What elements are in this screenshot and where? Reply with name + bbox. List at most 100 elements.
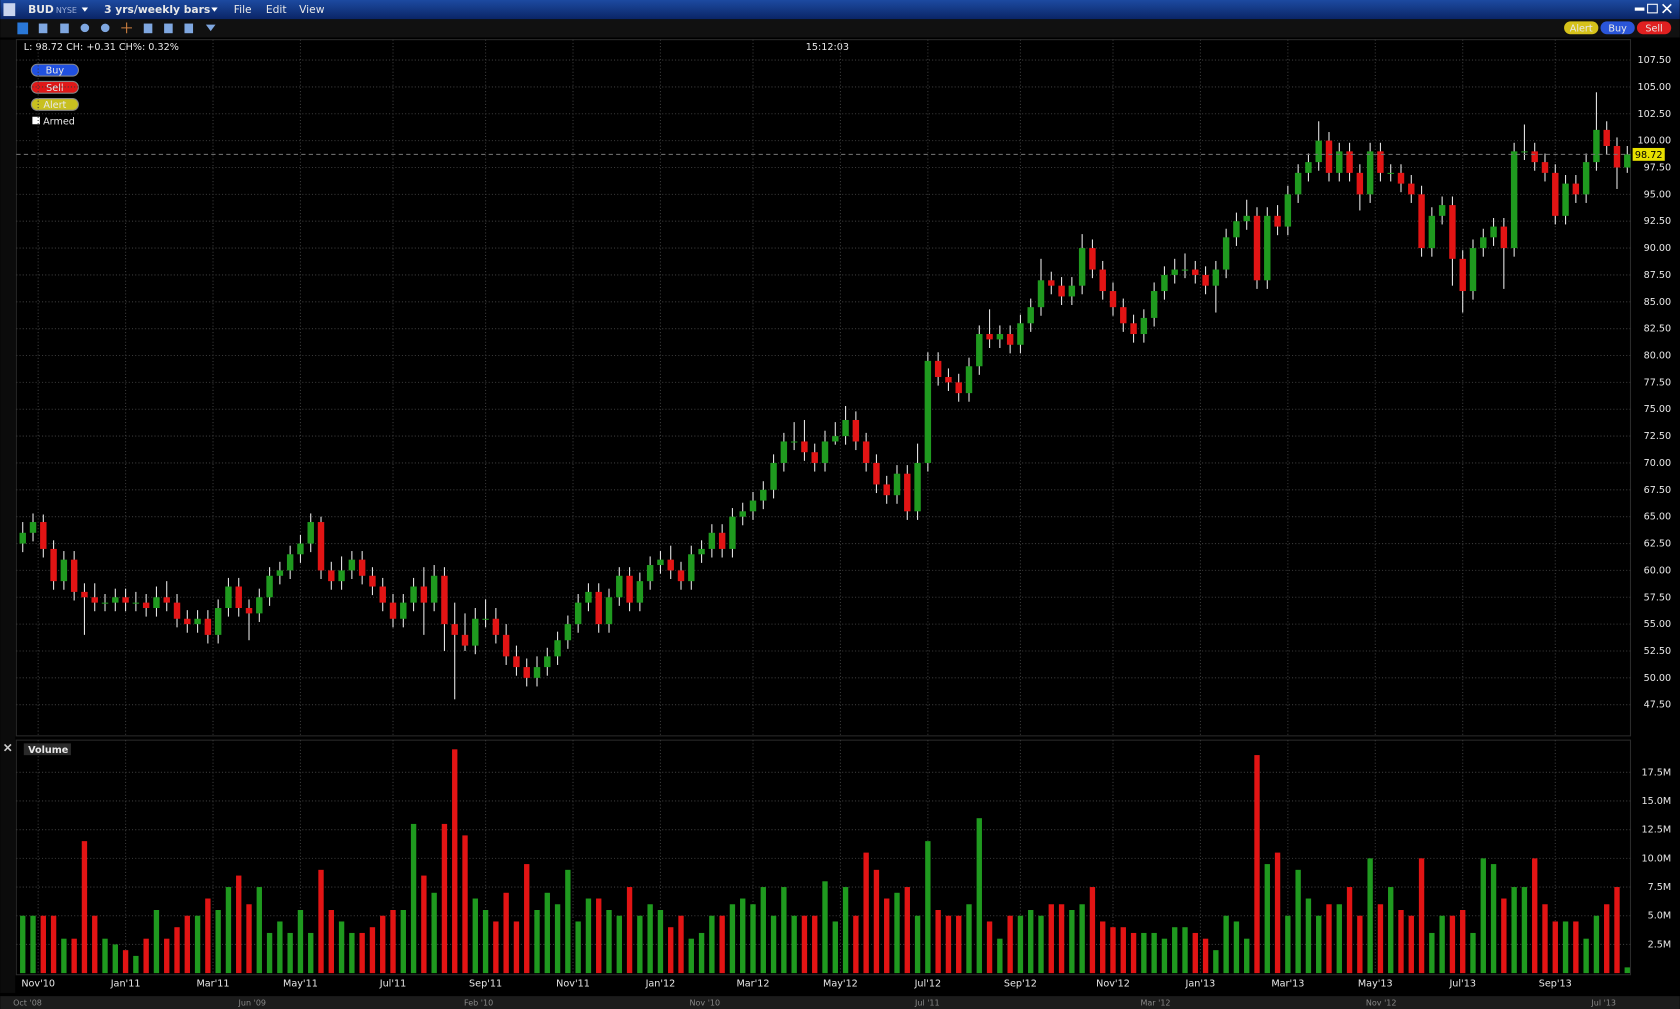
volume-bar xyxy=(884,898,890,974)
volume-bar xyxy=(1388,887,1394,974)
order-button[interactable] xyxy=(30,98,79,111)
volume-bar xyxy=(1377,904,1384,974)
volume-bar xyxy=(1028,909,1034,974)
volume-bar xyxy=(1316,915,1322,974)
volume-bar xyxy=(1326,904,1332,974)
volume-bar xyxy=(184,915,190,974)
candle-body xyxy=(1243,215,1250,222)
volume-bar xyxy=(1480,858,1486,974)
volume-bar xyxy=(709,915,715,974)
menu-edit[interactable]: Edit xyxy=(266,3,287,16)
volume-bar xyxy=(452,749,458,974)
candle-body xyxy=(677,570,685,582)
menu-view[interactable]: View xyxy=(299,3,325,16)
x-tick-label: Mar'13 xyxy=(1271,978,1304,989)
volume-bar xyxy=(565,869,571,974)
y-tick-label: 57.50 xyxy=(1644,592,1672,603)
candle-body xyxy=(472,618,479,646)
candle-body xyxy=(616,575,623,598)
order-button[interactable] xyxy=(30,63,79,77)
volume-bar xyxy=(1367,858,1373,974)
candle-body xyxy=(544,656,551,668)
close[interactable] xyxy=(1662,3,1672,14)
volume-bar xyxy=(781,887,787,974)
volume-bar xyxy=(153,909,160,974)
candle-body xyxy=(1140,317,1148,335)
volume-bar xyxy=(1429,932,1435,974)
y-tick-label: 75.00 xyxy=(1644,404,1672,415)
candle-body xyxy=(1346,151,1353,173)
toolbar-button-label[interactable]: Alert xyxy=(1570,23,1593,34)
candle-body xyxy=(1397,172,1405,184)
candle-body xyxy=(91,597,98,603)
candle-body xyxy=(214,608,222,635)
volume-bar xyxy=(863,852,869,974)
candle-body xyxy=(574,602,582,625)
volume-bar xyxy=(534,909,540,974)
dropdown-arrow[interactable] xyxy=(211,7,218,12)
navigator-label: Oct '08 xyxy=(13,999,42,1008)
maximize[interactable] xyxy=(1647,3,1658,14)
toolbar-button-label[interactable]: Sell xyxy=(1645,23,1662,34)
volume-bar xyxy=(945,915,952,974)
candle-body xyxy=(780,441,788,463)
volume-bar xyxy=(1398,909,1404,974)
y-tick-label: 92.50 xyxy=(1644,216,1672,227)
candle-body xyxy=(1315,140,1322,163)
volume-bar xyxy=(122,950,129,974)
candle-body xyxy=(1387,172,1394,174)
candle-body xyxy=(1222,237,1230,270)
candle-body xyxy=(585,591,592,603)
volume-bar xyxy=(956,915,962,974)
order-button-label[interactable]: Sell xyxy=(46,83,63,94)
volume-bar xyxy=(1511,887,1517,974)
navigator[interactable] xyxy=(0,996,1680,1009)
dropdown-arrow[interactable] xyxy=(81,7,89,12)
volume-bar xyxy=(544,892,550,974)
toolbar-button[interactable] xyxy=(1600,21,1635,35)
candle-body xyxy=(29,522,37,533)
armed-checkbox[interactable] xyxy=(32,116,40,125)
candle-body xyxy=(461,634,469,646)
volume-bar xyxy=(328,909,334,974)
symbol[interactable]: BUD xyxy=(28,3,54,16)
period-selector[interactable]: 3 yrs/weekly bars xyxy=(104,3,210,16)
minimize[interactable] xyxy=(1634,7,1645,11)
volume-bar xyxy=(349,932,355,974)
candle-body xyxy=(1212,269,1220,286)
menu-file[interactable]: File xyxy=(234,3,252,16)
volume-bar xyxy=(1490,864,1497,974)
candle-body xyxy=(502,634,510,657)
volume-bar xyxy=(472,898,478,974)
candle-body xyxy=(492,618,500,635)
candle-body xyxy=(184,618,191,625)
volume-bar xyxy=(853,915,859,974)
volume-bar xyxy=(143,938,149,974)
candle-body xyxy=(554,640,561,657)
candle-body xyxy=(1356,172,1364,195)
order-button-label[interactable]: Alert xyxy=(43,100,66,111)
close-panel[interactable] xyxy=(3,743,12,752)
candle-body xyxy=(1521,151,1528,153)
toolbar-icons[interactable] xyxy=(17,22,216,35)
navigator-label: Nov '12 xyxy=(1366,999,1397,1008)
candle-body xyxy=(173,602,181,619)
y-tick-label: 85.00 xyxy=(1644,297,1672,308)
candle-body xyxy=(317,522,325,571)
navigator-label: Jul '11 xyxy=(914,999,940,1008)
y-tick-label: 10.0M xyxy=(1641,853,1671,864)
candle-body xyxy=(60,559,68,582)
volume-bar xyxy=(1110,927,1116,974)
volume-bar xyxy=(410,823,417,974)
toolbar-button[interactable] xyxy=(1636,21,1672,35)
toolbar-button-label[interactable]: Buy xyxy=(1608,23,1627,34)
candle-body xyxy=(821,441,829,463)
exchange: NYSE xyxy=(56,6,77,15)
volume-bar xyxy=(1285,915,1291,974)
candle-body xyxy=(976,334,983,367)
toolbar-button[interactable] xyxy=(1564,21,1599,35)
volume-bar xyxy=(338,921,345,974)
order-button-label[interactable]: Buy xyxy=(46,66,65,77)
x-tick-label: Nov'11 xyxy=(556,978,590,989)
candle-body xyxy=(1562,183,1569,216)
